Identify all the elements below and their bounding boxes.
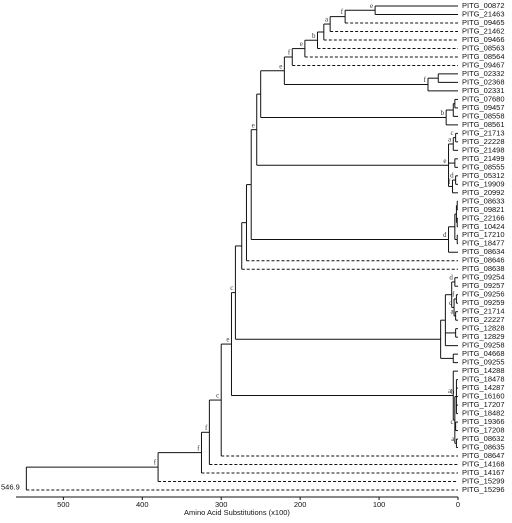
leaf-label: PITG_09257: [462, 281, 505, 290]
node-letter: b: [312, 32, 316, 40]
x-tick-label: 500: [57, 500, 70, 509]
leaf-label: PITG_10424: [462, 222, 505, 231]
node-letter: a: [448, 136, 452, 144]
leaf-label: PITG_02368: [462, 77, 505, 86]
root-height-label: 546.9: [1, 483, 20, 492]
leaf-label: PITG_09254: [462, 273, 505, 282]
leaf-label: PITG_09821: [462, 205, 505, 214]
leaf-label: PITG_21463: [462, 9, 505, 18]
x-tick-label: 0: [456, 500, 460, 509]
leaf-label: PITG_09465: [462, 18, 505, 27]
leaf-label: PITG_19366: [462, 417, 505, 426]
node-letter: c: [451, 129, 454, 137]
node-letter: f: [424, 76, 427, 84]
node-letter: c: [230, 284, 233, 292]
node-letter: a: [448, 387, 452, 395]
leaf-label: PITG_14288: [462, 366, 505, 375]
node-letter: e: [252, 121, 255, 129]
node-letter: a: [451, 435, 455, 443]
node-letter: f: [197, 444, 200, 452]
node-letter: f: [341, 8, 344, 16]
node-letter: b: [441, 109, 445, 117]
leaf-label: PITG_18477: [462, 239, 505, 248]
leaf-label: PITG_09258: [462, 341, 505, 350]
leaf-label: PITG_09256: [462, 290, 505, 299]
leaf-label: PITG_08555: [462, 162, 505, 171]
leaf-label: PITG_08647: [462, 451, 505, 460]
x-axis-title: Amino Acid Substitutions (x100): [184, 508, 290, 517]
leaf-label: PITG_08634: [462, 247, 505, 256]
leaf-label: PITG_19909: [462, 179, 505, 188]
leaf-label: PITG_17208: [462, 426, 505, 435]
leaf-label: PITG_21713: [462, 128, 505, 137]
node-letter: f: [205, 424, 208, 432]
leaf-label: PITG_14167: [462, 468, 505, 477]
node-letter: c: [449, 299, 452, 307]
leaf-label: PITG_02332: [462, 69, 505, 78]
leaf-label: PITG_12829: [462, 332, 505, 341]
leaf-label: PITG_20992: [462, 188, 505, 197]
node-letter: e: [300, 40, 303, 48]
leaf-label: PITG_09466: [462, 35, 505, 44]
leaf-label: PITG_16160: [462, 392, 505, 401]
leaf-label: PITG_00872: [462, 1, 505, 10]
node-letter: a: [451, 308, 455, 316]
node-letter: c: [216, 392, 219, 400]
leaf-label: PITG_21714: [462, 307, 505, 316]
leaf-label: PITG_22227: [462, 315, 505, 324]
leaf-label: PITG_21499: [462, 154, 505, 163]
leaf-label: PITG_15299: [462, 476, 505, 485]
leaf-label: PITG_15296: [462, 485, 505, 494]
leaf-label: PITG_02331: [462, 86, 505, 95]
leaf-label: PITG_17210: [462, 230, 505, 239]
leaf-label: PITG_18482: [462, 409, 505, 418]
node-letter: f: [448, 178, 451, 186]
leaf-label: PITG_08563: [462, 43, 505, 52]
leaf-label: PITG_14287: [462, 383, 505, 392]
x-tick-label: 100: [373, 500, 386, 509]
node-letter: f: [452, 291, 455, 299]
leaf-label: PITG_05312: [462, 171, 505, 180]
leaf-label: PITG_08632: [462, 434, 505, 443]
node-letter: e: [279, 62, 282, 70]
leaf-label: PITG_21498: [462, 145, 505, 154]
leaf-label: PITG_08646: [462, 256, 505, 265]
x-tick-label: 200: [294, 500, 307, 509]
x-tick-label: 300: [215, 500, 228, 509]
leaf-label: PITG_22166: [462, 213, 505, 222]
leaf-label: PITG_08638: [462, 264, 505, 273]
node-letter: f: [154, 459, 157, 467]
leaf-label: PITG_21462: [462, 26, 505, 35]
leaf-label: PITG_08561: [462, 120, 505, 129]
leaf-label: PITG_07680: [462, 94, 505, 103]
x-tick-label: 400: [136, 500, 149, 509]
node-letter: a: [325, 16, 329, 24]
leaf-label: PITG_09467: [462, 60, 505, 69]
leaf-label: PITG_09457: [462, 103, 505, 112]
node-letter: f: [288, 49, 291, 57]
leaf-label: PITG_09255: [462, 358, 505, 367]
node-letter: c: [451, 418, 454, 426]
leaf-label: PITG_04668: [462, 349, 505, 358]
leaf-label: PITG_14168: [462, 460, 505, 469]
leaf-label: PITG_08633: [462, 196, 505, 205]
leaf-label: PITG_12828: [462, 324, 505, 333]
node-letter: d: [443, 231, 447, 239]
leaf-label: PITG_08564: [462, 52, 505, 61]
leaf-label: PITG_18478: [462, 375, 505, 384]
node-letter: d: [450, 172, 454, 180]
node-letter: e: [443, 157, 446, 165]
leaf-label: PITG_09259: [462, 298, 505, 307]
leaf-label: PITG_17207: [462, 400, 505, 409]
leaf-label: PITG_08558: [462, 111, 505, 120]
node-letter: e: [226, 336, 229, 344]
node-letter: e: [370, 2, 373, 10]
leaf-label: PITG_08635: [462, 443, 505, 452]
node-letter: d: [449, 274, 453, 282]
leaf-label: PITG_22228: [462, 137, 505, 146]
